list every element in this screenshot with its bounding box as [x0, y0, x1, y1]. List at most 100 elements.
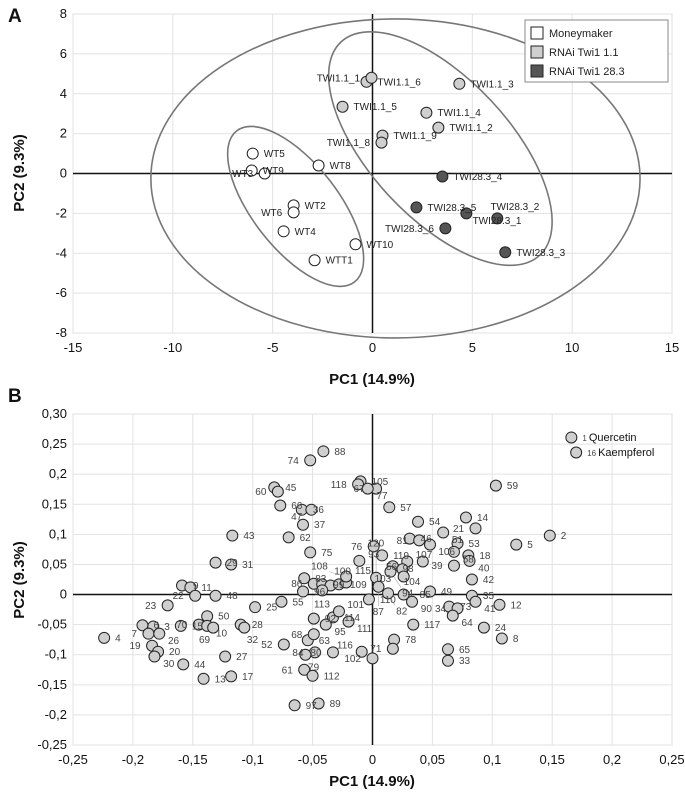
data-point [326, 646, 339, 659]
confidence-ellipse [226, 125, 365, 288]
x-tick-label: -0,1 [241, 752, 263, 767]
point-label: TWI1.1_1 [317, 73, 361, 84]
x-tick-label: -5 [267, 340, 279, 355]
point-label: 42 [483, 575, 495, 586]
data-point [336, 100, 349, 113]
point-label: 99 [333, 580, 345, 591]
point-label: 82 [396, 607, 408, 618]
point-label: 73 [460, 602, 472, 613]
point-label: 86 [291, 579, 303, 590]
data-point [424, 538, 437, 551]
point-label: 41 [484, 604, 496, 615]
point-label: 19 [130, 641, 142, 652]
data-point [437, 526, 450, 539]
point-label: 65 [459, 645, 471, 656]
point-label: 110 [380, 595, 396, 606]
data-point [312, 697, 325, 710]
x-tick-label: -10 [163, 340, 182, 355]
data-point [98, 631, 111, 644]
point-label: TWI1.1_5 [354, 102, 398, 113]
point-label: 31 [242, 560, 254, 571]
point-label: 90 [421, 604, 433, 615]
y-tick-label: -8 [55, 325, 67, 340]
point-label: 12 [510, 600, 522, 611]
data-point [245, 164, 258, 177]
y-tick-label: -0,15 [37, 677, 67, 692]
data-point [376, 549, 389, 562]
data-point [362, 593, 375, 606]
point-label: 9 [193, 581, 199, 592]
data-point [148, 650, 161, 663]
point-label: 107 [416, 550, 433, 561]
point-label: TWI1.1_8 [327, 138, 371, 149]
data-point [424, 585, 437, 598]
data-point [491, 212, 504, 225]
point-label: 94 [402, 589, 414, 600]
data-point [355, 645, 368, 658]
point-label: 15 [192, 621, 204, 632]
data-point [305, 503, 318, 516]
y-tick-label: -0,1 [45, 647, 67, 662]
data-point [153, 627, 166, 640]
point-label: TWI1.1_4 [437, 108, 481, 119]
data-point [441, 643, 454, 656]
data-point [316, 584, 329, 597]
point-label: TWI1.1_2 [449, 123, 493, 134]
point-label: 88 [334, 447, 346, 458]
data-point [226, 529, 239, 542]
x-tick-label: 0,2 [603, 752, 621, 767]
point-label: 92 [325, 614, 337, 625]
panel-b-y-axis-title: PC2 (9.3%) [11, 541, 28, 619]
point-label: 59 [507, 481, 519, 492]
point-label: 119 [393, 551, 409, 562]
point-label: 32 [247, 635, 259, 646]
point-label: WT6 [261, 208, 283, 219]
point-label: 114 [344, 613, 360, 624]
data-point [258, 167, 271, 180]
data-point [297, 518, 310, 531]
point-label: 29 [227, 558, 239, 569]
y-tick-label: 0,25 [42, 436, 67, 451]
point-label: 105 [372, 477, 389, 488]
point-label: 48 [227, 591, 239, 602]
x-tick-label: 0 [369, 340, 376, 355]
point-label: 85 [420, 590, 432, 601]
panel-b-plot: -0,25 -0,2 -0,15 -0,1 -0,05 0 0,05 0,1 0,15 0,2 0,… [37, 406, 684, 767]
point-label: 36 [313, 505, 325, 516]
point-label: 26 [168, 636, 180, 647]
data-point [288, 699, 301, 712]
data-point [312, 159, 325, 172]
point-label: 50 [218, 612, 230, 623]
point-label: 71 [370, 644, 382, 655]
point-label: 120 [368, 538, 385, 549]
point-label: 45 [285, 483, 297, 494]
point-label: 8 [513, 634, 519, 645]
data-point [249, 601, 262, 614]
data-point [299, 648, 312, 661]
data-point [306, 669, 319, 682]
point-label: 20 [169, 647, 181, 658]
point-label: 68 [291, 630, 303, 641]
data-point [189, 589, 202, 602]
point-label: 78 [405, 635, 417, 646]
data-points [245, 71, 512, 267]
point-label: 111 [357, 624, 373, 635]
point-label: 95 [335, 627, 347, 638]
compound-name: Kaempferol [598, 447, 654, 459]
data-point [446, 609, 459, 622]
point-label: 77 [376, 491, 388, 502]
data-point [397, 588, 410, 601]
data-point [565, 431, 578, 444]
y-tick-label: -0,25 [37, 737, 67, 752]
point-labels: WT5 WT9 WT3 WT8 WT2 WT6 WT4 WT10 WTT1 TWI1.1_6 TWI… [232, 73, 565, 266]
y-tick-label: -4 [55, 245, 67, 260]
data-point [510, 538, 523, 551]
point-label: 21 [453, 524, 465, 535]
data-point [142, 627, 155, 640]
point-label: 43 [243, 531, 255, 542]
legend-swatch [530, 45, 544, 59]
data-point [177, 658, 190, 671]
data-point [274, 499, 287, 512]
point-label: 51 [452, 535, 464, 546]
legend-label: RNAi Twi1 1.1 [549, 47, 619, 59]
